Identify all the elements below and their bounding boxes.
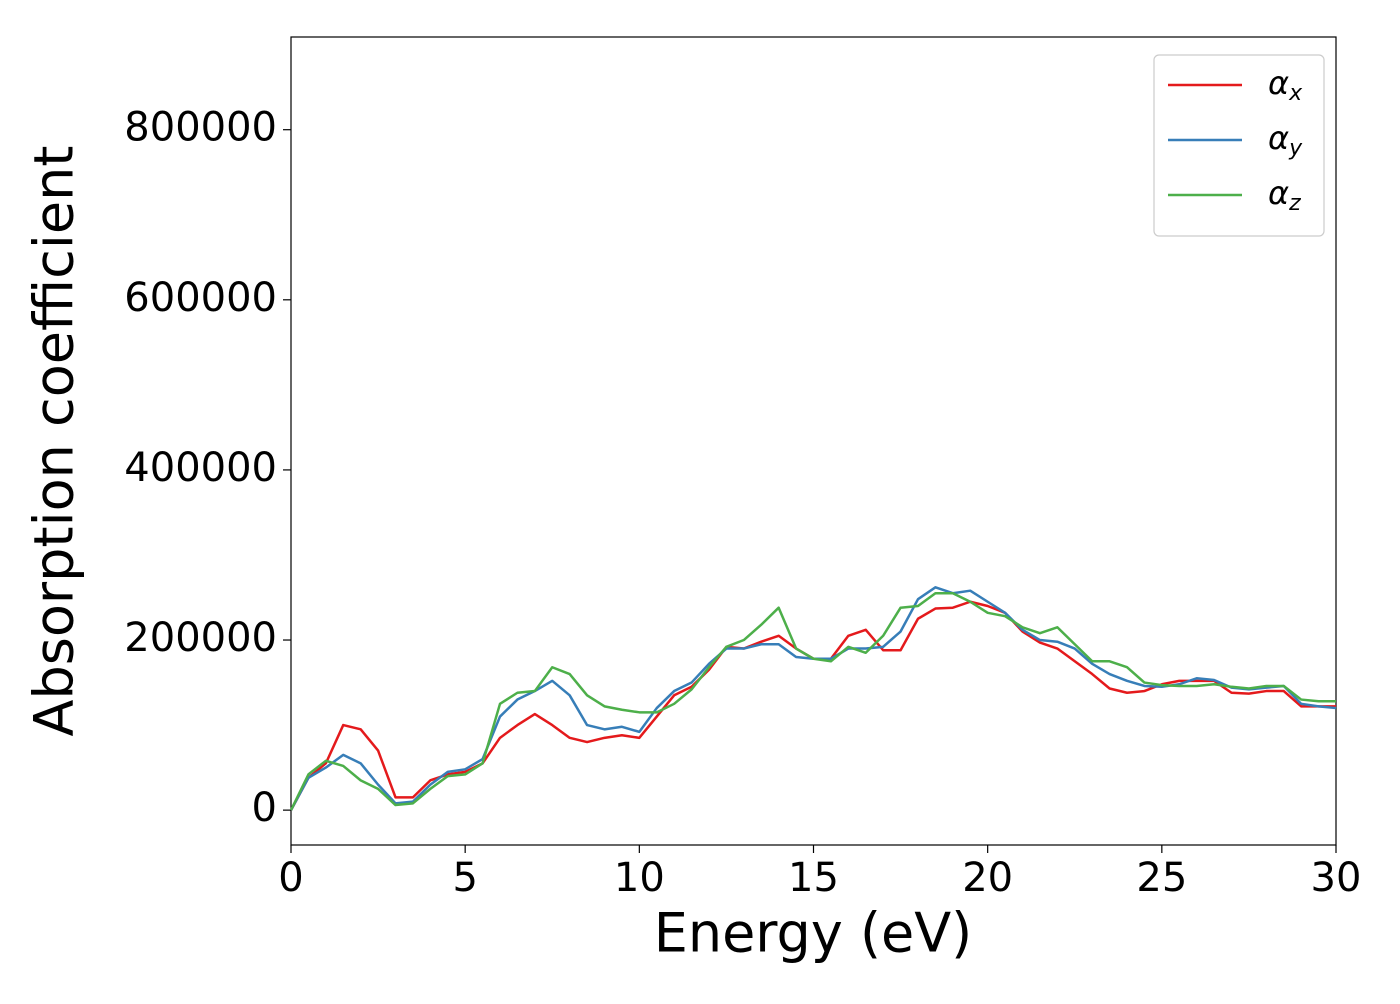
x-tick-label: 5 xyxy=(452,855,477,901)
y-tick-label: 800000 xyxy=(124,105,277,151)
y-tick-label: 400000 xyxy=(124,445,277,491)
x-tick-label: 0 xyxy=(278,855,303,901)
y-tick-label: 0 xyxy=(252,785,277,831)
data-line xyxy=(289,591,1336,811)
legend-label: αy xyxy=(1268,119,1303,161)
data-line xyxy=(289,600,1336,811)
x-tick-label: 10 xyxy=(614,855,665,901)
legend-label: αz xyxy=(1268,174,1301,216)
x-tick-label: 30 xyxy=(1311,855,1362,901)
legend-label: αx xyxy=(1268,64,1303,106)
y-tick-label: 600000 xyxy=(124,275,277,321)
legend-box xyxy=(1153,54,1325,237)
x-tick-label: 25 xyxy=(1136,855,1187,901)
x-tick-label: 20 xyxy=(962,855,1013,901)
x-tick-label: 15 xyxy=(788,855,839,901)
x-axis-label: Energy (eV) xyxy=(654,902,973,965)
y-tick-label: 200000 xyxy=(124,615,277,661)
y-axis-label: Absorption coefficient xyxy=(23,146,86,737)
